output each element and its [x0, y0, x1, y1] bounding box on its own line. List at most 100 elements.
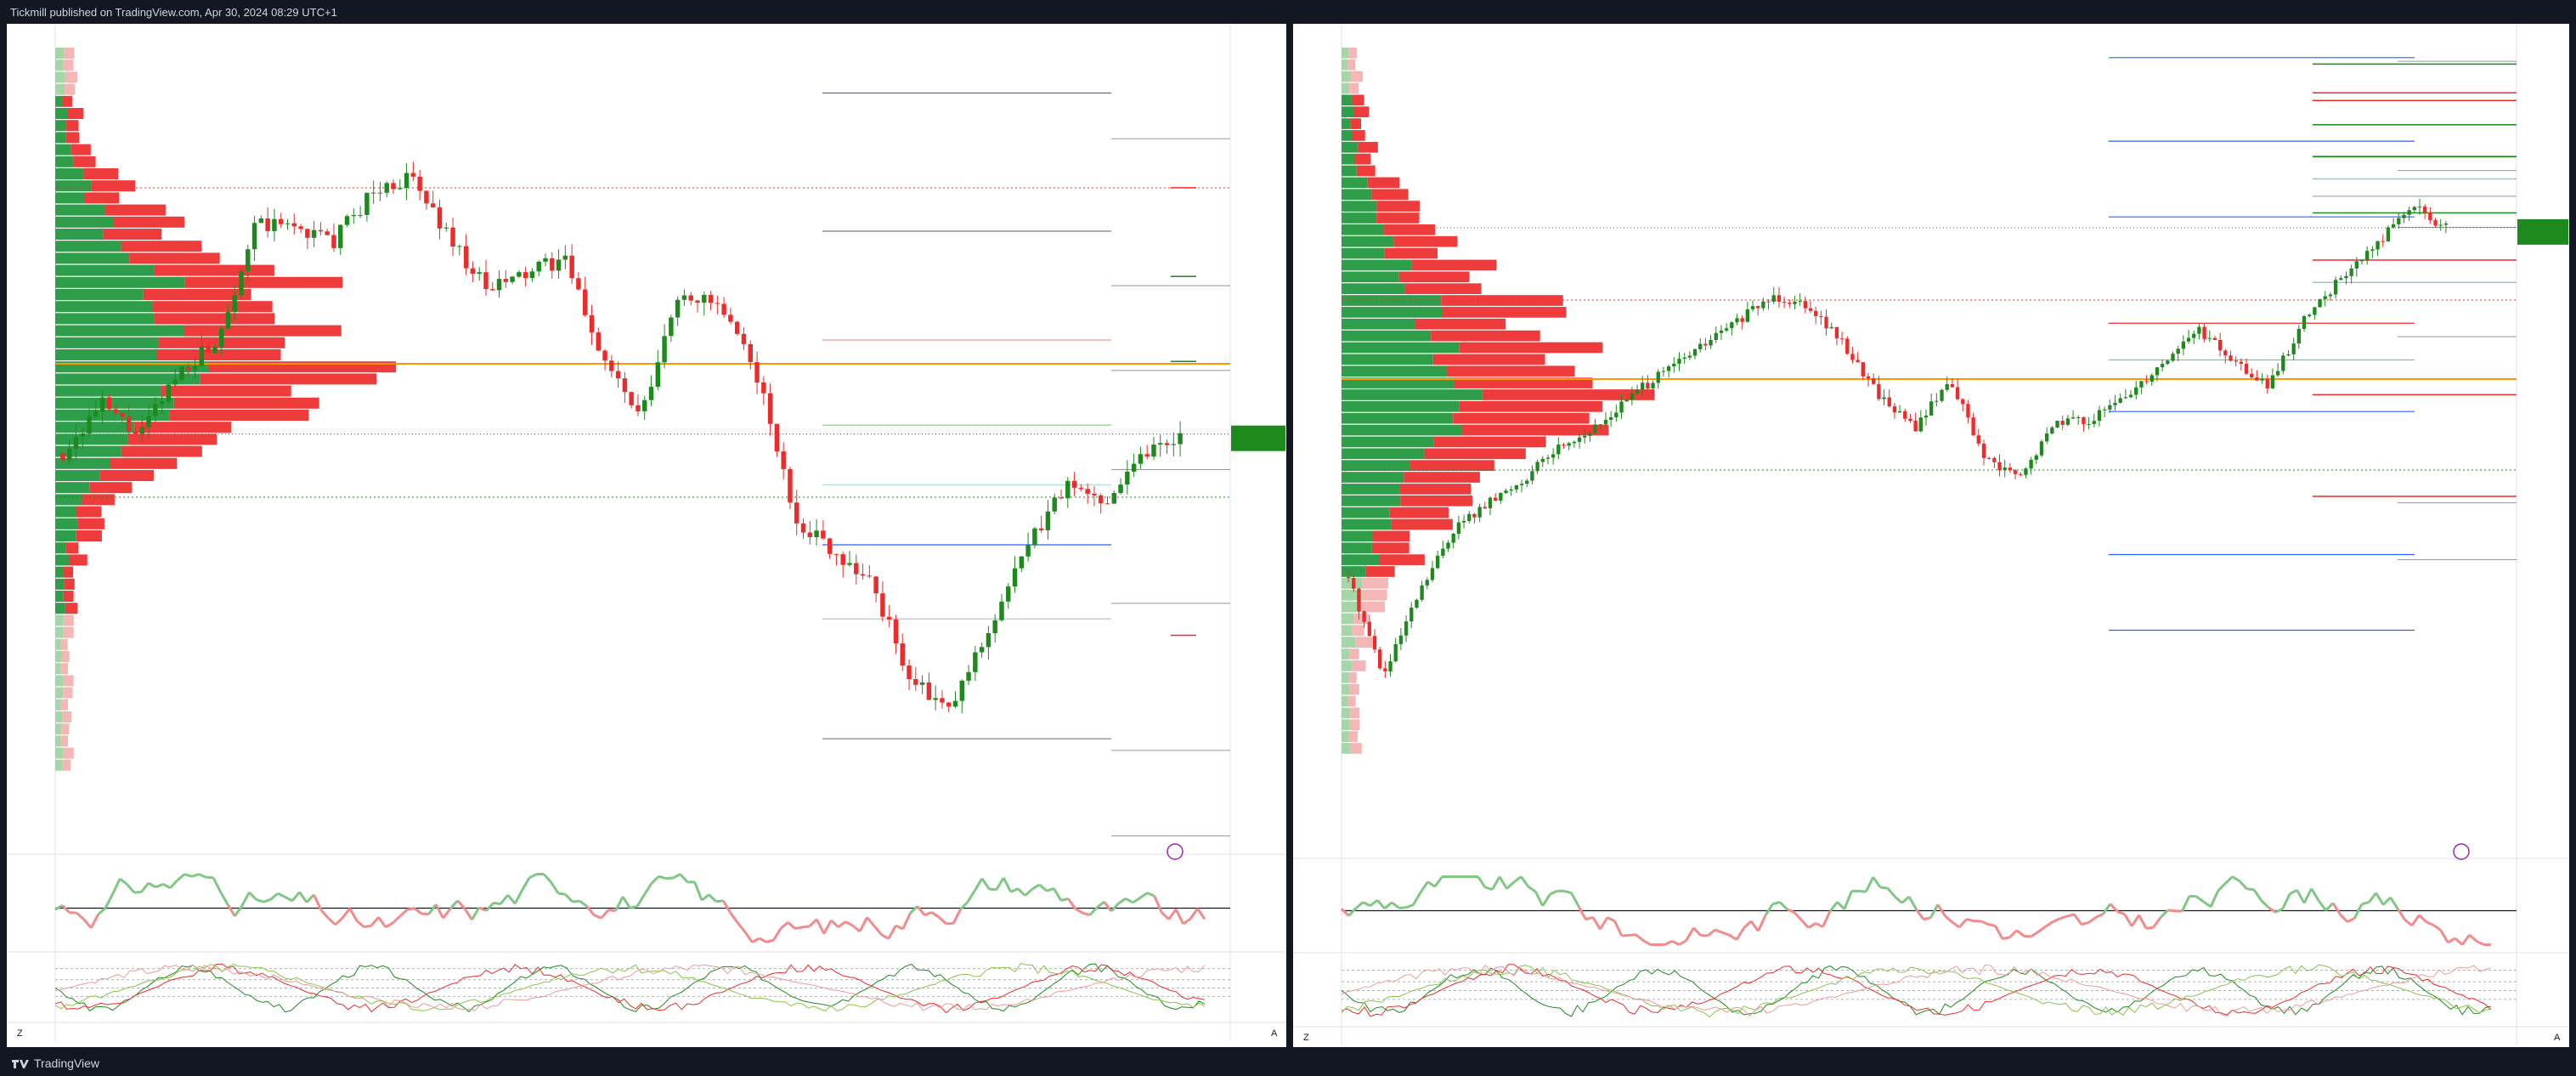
- volume-profile-bar-up: [55, 699, 61, 711]
- auto-scale-button[interactable]: A: [2554, 1033, 2561, 1043]
- rsi-line-segment: [1528, 885, 1537, 893]
- candle-body: [1357, 588, 1361, 612]
- rsi-line-segment: [751, 937, 760, 943]
- candle-body: [2308, 314, 2312, 316]
- volume-profile-bar-down: [1404, 472, 1480, 483]
- volume-profile-bar-down: [61, 651, 70, 662]
- volume-profile-bar-up: [55, 241, 121, 252]
- volume-profile-bar-up: [1342, 542, 1372, 554]
- tradingview-logo[interactable]: TradingView: [10, 1056, 99, 1070]
- rsi-line-segment: [2087, 916, 2097, 924]
- candle-body: [2097, 410, 2102, 422]
- volume-profile-bar-down: [63, 675, 74, 687]
- rsi-line-segment: [630, 904, 638, 909]
- volume-profile-bar-down: [1348, 731, 1358, 742]
- rsi-line-segment: [1088, 906, 1099, 916]
- rsi-line-segment: [2138, 914, 2148, 930]
- rsi-line-segment: [370, 916, 380, 927]
- candle-body: [1819, 315, 1823, 317]
- rsi-line-segment: [2209, 890, 2220, 908]
- candle-body: [986, 632, 991, 648]
- volume-profile-bar-down: [1404, 283, 1482, 294]
- volume-profile-bar-down: [60, 735, 69, 747]
- rsi-line-segment: [1764, 903, 1774, 916]
- zoom-button[interactable]: Z: [1303, 1033, 1309, 1043]
- volume-profile-bar-down: [113, 216, 185, 228]
- candle-body: [2323, 296, 2327, 299]
- rsi-line-segment: [1872, 876, 1882, 888]
- zoom-button[interactable]: Z: [17, 1028, 23, 1039]
- rsi-line-segment: [407, 907, 415, 911]
- volume-profile-bar-down: [200, 373, 377, 385]
- candle-body: [358, 214, 363, 216]
- rsi-line-segment: [1174, 909, 1184, 925]
- rsi-line-segment: [2044, 920, 2053, 928]
- candle-body: [133, 431, 138, 434]
- rsi-line-segment: [2030, 930, 2040, 938]
- candle-body: [1346, 577, 1351, 579]
- rsi-line-segment: [1369, 898, 1379, 907]
- candle-body: [728, 314, 733, 322]
- candle-body: [1945, 383, 1949, 390]
- candle-body: [1892, 406, 1897, 413]
- rsi-line-segment: [1757, 915, 1767, 932]
- rsi-line-segment: [2008, 929, 2018, 938]
- candle-body: [2381, 241, 2385, 242]
- candle-body: [2202, 326, 2206, 339]
- rsi-line-segment: [2252, 888, 2262, 902]
- candle-body: [139, 427, 145, 434]
- volume-profile-bar-down: [1424, 448, 1526, 460]
- candle-body: [1059, 497, 1064, 499]
- candle-body: [2391, 224, 2396, 228]
- rsi-line-segment: [621, 896, 631, 909]
- candle-body: [1045, 511, 1051, 530]
- rsi-line-segment: [2268, 906, 2277, 914]
- rsi-line-segment: [822, 920, 833, 935]
- volume-profile-bar-up: [55, 120, 66, 132]
- rsi-line-segment: [1376, 899, 1386, 909]
- rsi-line-segment: [1915, 909, 1925, 920]
- volume-profile-bar-up: [1342, 342, 1460, 354]
- rsi-line-segment: [643, 882, 653, 896]
- volume-profile-bar-up: [1342, 389, 1483, 400]
- rsi-line-segment: [579, 899, 588, 908]
- candle-body: [741, 333, 747, 344]
- volume-profile-bar-up: [1342, 130, 1353, 141]
- volume-profile-bar-down: [89, 482, 133, 494]
- rsi-line-segment: [2361, 901, 2370, 906]
- volume-profile-bar-up: [55, 663, 61, 675]
- rsi-line-segment: [1858, 889, 1867, 893]
- candle-body: [186, 366, 191, 371]
- rsi-line-segment: [1060, 897, 1069, 903]
- candle-body: [1540, 458, 1545, 462]
- rsi-line-segment: [1354, 901, 1364, 909]
- volume-profile-bar-up: [1342, 235, 1394, 247]
- rsi-line-segment: [54, 904, 64, 911]
- candle-body: [1078, 487, 1084, 490]
- candle-body: [1551, 454, 1556, 458]
- candle-body: [1514, 484, 1519, 490]
- candle-body: [2270, 375, 2275, 388]
- candle-body: [2349, 268, 2353, 276]
- volume-profile-bar-up: [55, 457, 110, 469]
- candle-body: [510, 276, 515, 282]
- rsi-line-segment: [2224, 875, 2234, 885]
- volume-profile-bar-down: [1409, 460, 1494, 471]
- rsi-line-segment: [1958, 918, 1968, 929]
- volume-profile-bar-down: [1349, 683, 1359, 695]
- candle-body: [1798, 301, 1802, 303]
- candle-body: [1966, 404, 1970, 418]
- rsi-line-segment: [1082, 911, 1091, 917]
- candle-body: [1788, 303, 1792, 304]
- rsi-line-segment: [1103, 901, 1113, 913]
- volume-profile-bar-up: [55, 506, 76, 518]
- rsi-line-segment: [485, 902, 494, 912]
- candle-body: [1483, 507, 1487, 509]
- auto-scale-button[interactable]: A: [1271, 1028, 1278, 1039]
- rsi-line-segment: [1843, 890, 1853, 910]
- rsi-line-segment: [1046, 886, 1054, 892]
- volume-profile-bar-up: [55, 373, 201, 385]
- volume-profile-bar-up: [55, 530, 76, 541]
